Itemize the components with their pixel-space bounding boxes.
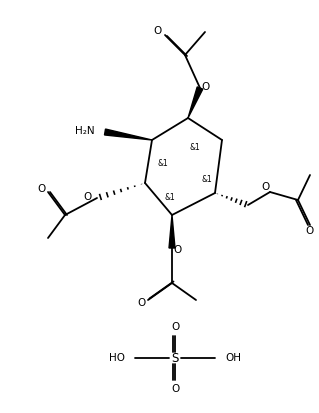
Text: HO: HO	[109, 353, 125, 363]
Polygon shape	[105, 129, 152, 140]
Text: H₂N: H₂N	[75, 126, 95, 136]
Text: O: O	[202, 82, 210, 92]
Polygon shape	[169, 215, 175, 248]
Text: O: O	[84, 192, 92, 202]
Text: &1: &1	[165, 194, 175, 202]
Polygon shape	[188, 87, 203, 118]
Text: O: O	[174, 245, 182, 255]
Text: O: O	[306, 226, 314, 236]
Text: &1: &1	[158, 159, 168, 168]
Text: &1: &1	[189, 143, 200, 152]
Text: O: O	[171, 322, 179, 332]
Text: O: O	[171, 384, 179, 394]
Text: S: S	[171, 351, 179, 365]
Text: OH: OH	[225, 353, 241, 363]
Text: O: O	[37, 184, 45, 194]
Text: O: O	[262, 182, 270, 192]
Text: O: O	[154, 26, 162, 36]
Text: &1: &1	[202, 176, 212, 185]
Text: O: O	[137, 298, 145, 308]
